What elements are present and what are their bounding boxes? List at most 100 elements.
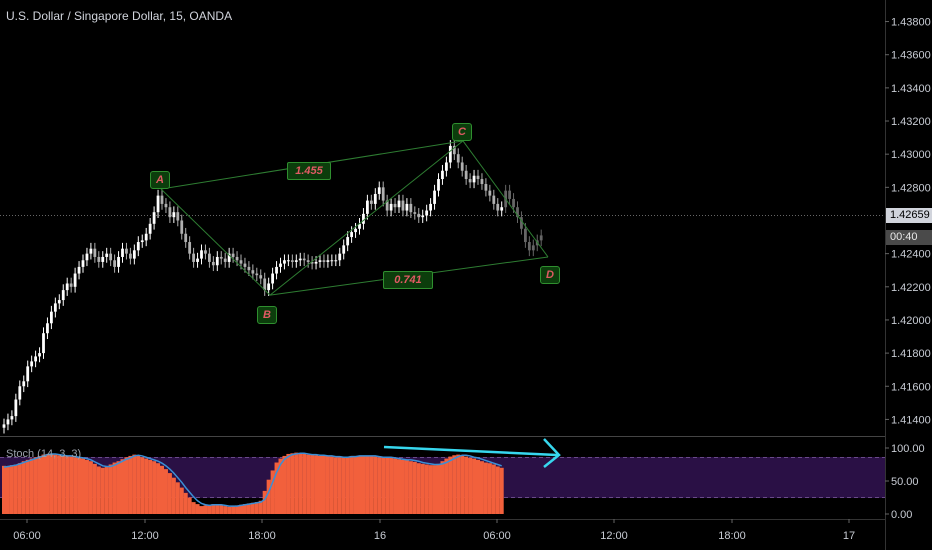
stoch-bar [325, 455, 330, 514]
stoch-bar [250, 502, 255, 514]
stoch-bar [397, 459, 401, 514]
stoch-bar [235, 505, 240, 514]
candle-body [279, 263, 282, 267]
candle-body [484, 184, 488, 191]
candle-body [113, 260, 116, 267]
candle-body [342, 245, 346, 254]
stoch-bar [400, 459, 405, 514]
stoch-bar [483, 462, 488, 514]
time-axis[interactable]: 06:00 12:00 18:00 16 06:00 12:00 18:00 17 [13, 519, 855, 542]
candle-body [362, 213, 365, 224]
candle-body [287, 260, 290, 262]
candle-body [520, 217, 523, 229]
time-tick-label: 12:00 [600, 530, 628, 542]
candle-body [366, 200, 369, 214]
stoch-bar [278, 458, 283, 514]
stoch-bar [25, 459, 30, 514]
time-tick-label: 18:00 [248, 530, 276, 542]
candle-body [10, 416, 14, 420]
stoch-label: Stoch (14, 3, 3) [6, 448, 82, 460]
stoch-bar [33, 457, 38, 514]
stoch-bar [13, 464, 18, 514]
candle-body [176, 212, 180, 221]
stoch-bar [377, 457, 382, 514]
candle-body [369, 200, 373, 204]
candle-body [2, 424, 6, 428]
price-tick-label: 1.42000 [891, 315, 931, 327]
stoch-bar [191, 502, 196, 514]
candle-body [235, 256, 239, 261]
candle-body [73, 273, 77, 287]
stoch-bar [203, 505, 208, 514]
price-tick-label: 1.42400 [891, 249, 931, 261]
candle-body [496, 203, 500, 211]
stoch-bar [468, 457, 473, 514]
candle-body [318, 260, 322, 262]
stoch-bar [286, 453, 291, 514]
candle-body [464, 170, 468, 180]
candle-body [97, 256, 101, 262]
time-tick-label: 17 [843, 530, 855, 542]
candle-body [77, 266, 81, 274]
candle-body [531, 245, 535, 251]
stoch-bar [479, 461, 484, 514]
candle-body [247, 266, 251, 271]
stoch-tick-label: 0.00 [891, 509, 912, 521]
stoch-bar [353, 455, 358, 514]
stoch-bar [491, 464, 496, 514]
candle-body [239, 260, 243, 264]
stoch-bar [100, 467, 105, 514]
candle-body [476, 175, 480, 180]
price-tick-label: 1.41800 [891, 348, 931, 360]
stoch-bar [239, 504, 243, 514]
stoch-bar [302, 453, 307, 514]
stoch-bar [84, 459, 89, 514]
stoch-axis[interactable]: 100.00 50.00 0.00 [885, 443, 925, 521]
candle-body [259, 275, 263, 279]
stoch-bar [341, 457, 346, 514]
candle-body [30, 361, 34, 367]
candle-body [381, 187, 385, 201]
stoch-bar [321, 455, 326, 514]
stoch-tick-label: 50.00 [891, 476, 919, 488]
stoch-bar [124, 457, 129, 514]
candle-body [184, 233, 188, 243]
stoch-bar [246, 503, 251, 514]
candle-body [117, 256, 120, 267]
stoch-d-line [3, 452, 502, 507]
candle-body [251, 270, 255, 274]
price-axis[interactable]: 1.43800 1.43600 1.43400 1.43200 1.43000 1.428… [885, 17, 931, 427]
stoch-bar [73, 457, 78, 514]
candle-body [326, 260, 330, 262]
candle-body [468, 179, 472, 183]
candle-body [34, 356, 37, 362]
candle-body [85, 253, 89, 261]
stoch-bar [254, 502, 259, 514]
stoch-bar [9, 465, 14, 514]
candle-body [306, 260, 310, 262]
countdown-tag: 00:40 [886, 230, 932, 245]
point-b-label: B [257, 306, 277, 324]
stoch-bar [420, 463, 425, 514]
candle-body [338, 253, 342, 261]
candle-body [267, 283, 271, 291]
candle-body [148, 223, 152, 234]
stoch-bar [464, 456, 469, 514]
candle-body [125, 248, 128, 254]
stoch-bar [57, 455, 62, 514]
price-tick-label: 1.41600 [891, 381, 931, 393]
candle-body [26, 366, 30, 382]
price-tick-label: 1.43000 [891, 149, 931, 161]
price-tick-label: 1.42800 [891, 182, 931, 194]
candle-body [330, 260, 334, 262]
candle-body [460, 162, 464, 171]
candle-body [441, 170, 444, 180]
stoch-bar [128, 455, 133, 514]
stoch-bar [337, 457, 342, 514]
candle-body [389, 203, 393, 211]
candle-body [136, 242, 140, 251]
stoch-bar [266, 479, 271, 514]
stoch-bar [242, 504, 247, 514]
stoch-bar [361, 455, 366, 514]
